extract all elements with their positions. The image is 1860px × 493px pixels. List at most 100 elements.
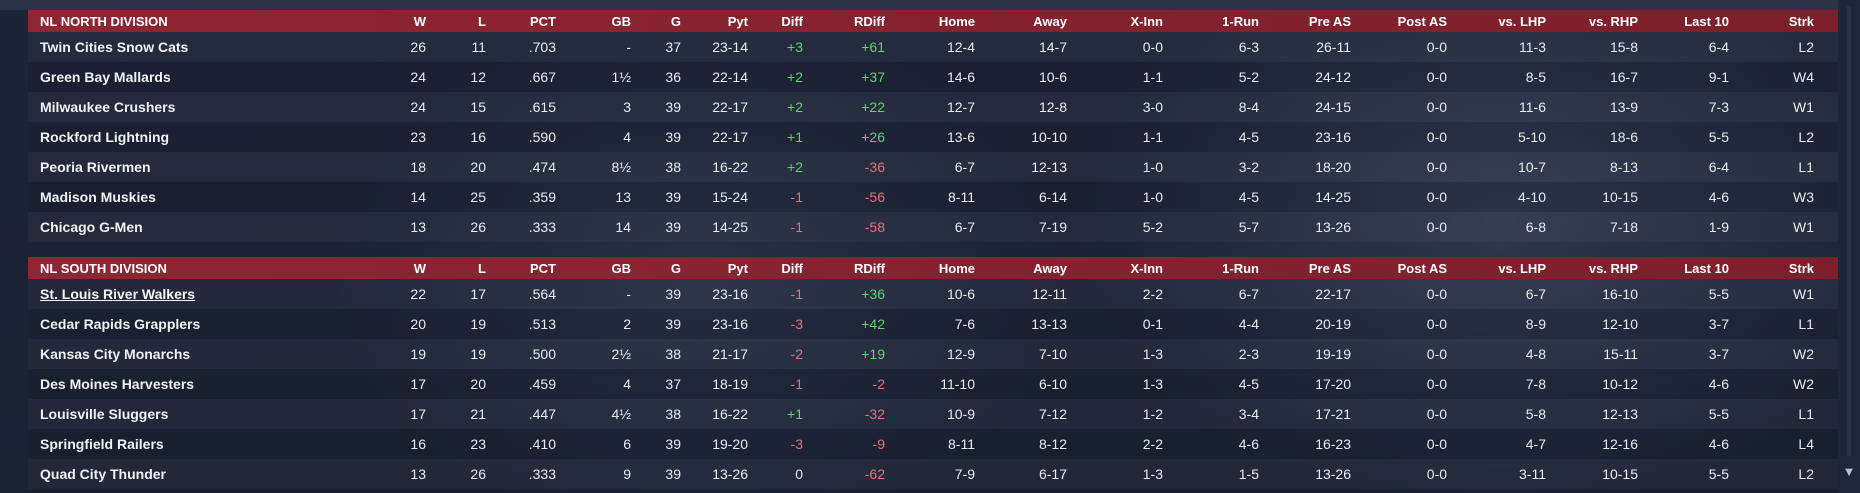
column-header-diff[interactable]: Diff (781, 13, 803, 29)
post-all-star-value: 0-0 (1426, 466, 1447, 482)
column-header-games-back[interactable]: GB (611, 260, 632, 276)
team-row[interactable]: Quad City Thunder 13 26 .333 9 39 13-26 0 -62 7-9… (28, 459, 1860, 489)
away-value: 7-10 (1038, 346, 1067, 362)
team-row[interactable]: Rockford Lightning 23 16 .590 4 39 22-17 +1 +26 1… (28, 122, 1860, 152)
pct-value: .447 (528, 406, 556, 422)
losses-cell: 21 (430, 399, 490, 429)
column-header-vs-lhp[interactable]: vs. LHP (1498, 13, 1546, 29)
team-row[interactable]: St. Louis River Walkers 22 17 .564 - 39 23-16 -… (28, 279, 1860, 309)
column-header-post-all-star[interactable]: Post AS (1397, 13, 1447, 29)
column-header-vs-rhp[interactable]: vs. RHP (1588, 13, 1638, 29)
run-diff-cell: -62 (807, 459, 889, 489)
column-header-away[interactable]: Away (1033, 260, 1067, 276)
column-header-diff[interactable]: Diff (781, 260, 803, 276)
team-name-cell: Kansas City Monarchs (28, 339, 346, 369)
team-row[interactable]: Chicago G-Men 13 26 .333 14 39 14-25 -1 -58 6-7 7-… (28, 212, 1860, 242)
column-header-wins[interactable]: W (413, 260, 426, 276)
column-header-home[interactable]: Home (938, 260, 975, 276)
pct-value: .564 (528, 286, 556, 302)
team-name-cell: Peoria Rivermen (28, 152, 346, 182)
column-header-extra-innings[interactable]: X-Inn (1130, 260, 1164, 276)
team-row[interactable]: Peoria Rivermen 18 20 .474 8½ 38 16-22 +2 -36 6-7… (28, 152, 1860, 182)
team-name[interactable]: Milwaukee Crushers (40, 99, 176, 115)
games-value: 38 (665, 346, 681, 362)
column-header-games-back[interactable]: GB (611, 13, 632, 29)
column-header-last-10[interactable]: Last 10 (1684, 13, 1729, 29)
column-header-streak[interactable]: Strk (1788, 13, 1814, 29)
streak-cell: L2 (1733, 459, 1818, 489)
column-header-one-run[interactable]: 1-Run (1222, 260, 1259, 276)
column-header-pre-all-star[interactable]: Pre AS (1308, 260, 1351, 276)
team-row[interactable]: Green Bay Mallards 24 12 .667 1½ 36 22-14 +2 +37… (28, 62, 1860, 92)
vs-rhp-value: 12-16 (1602, 436, 1638, 452)
team-name[interactable]: Quad City Thunder (40, 466, 166, 482)
team-name[interactable]: Cedar Rapids Grapplers (40, 316, 201, 332)
team-name[interactable]: Rockford Lightning (40, 129, 170, 145)
wins-value: 18 (410, 159, 426, 175)
team-name[interactable]: Green Bay Mallards (40, 69, 171, 85)
column-header-losses[interactable]: L (478, 13, 486, 29)
post-all-star-cell: 0-0 (1355, 429, 1451, 459)
pre-all-star-cell: 22-17 (1263, 279, 1355, 309)
scroll-down-icon[interactable]: ▼ (1842, 464, 1856, 479)
last-10-cell: 9-1 (1642, 62, 1733, 92)
column-header-away[interactable]: Away (1033, 13, 1067, 29)
streak-cell: W1 (1733, 279, 1818, 309)
diff-value: +1 (787, 406, 803, 422)
column-header-wins[interactable]: W (413, 13, 426, 29)
team-name[interactable]: Chicago G-Men (40, 219, 143, 235)
home-cell: 10-9 (889, 399, 979, 429)
column-header-vs-rhp[interactable]: vs. RHP (1588, 260, 1638, 276)
team-name[interactable]: Louisville Sluggers (40, 406, 169, 422)
wins-cell: 14 (346, 182, 430, 212)
one-run-value: 6-7 (1238, 286, 1259, 302)
vs-rhp-value: 16-10 (1602, 286, 1638, 302)
team-row[interactable]: Louisville Sluggers 17 21 .447 4½ 38 16-22 +1 -3… (28, 399, 1860, 429)
column-header-games[interactable]: G (670, 13, 681, 29)
team-row[interactable]: Springfield Railers 16 23 .410 6 39 19-20 -3 -9 8… (28, 429, 1860, 459)
streak-value: W1 (1793, 286, 1814, 302)
column-header-extra-innings[interactable]: X-Inn (1130, 13, 1164, 29)
pct-value: .615 (528, 99, 556, 115)
team-name[interactable]: Peoria Rivermen (40, 159, 151, 175)
scrollbar-track[interactable] (1847, 6, 1851, 456)
team-row[interactable]: Milwaukee Crushers 24 15 .615 3 39 22-17 +2 +22 1… (28, 92, 1860, 122)
home-cell: 8-11 (889, 429, 979, 459)
pct-value: .703 (528, 39, 556, 55)
team-row[interactable]: Cedar Rapids Grapplers 20 19 .513 2 39 23-16 -3… (28, 309, 1860, 339)
losses-cell: 26 (430, 459, 490, 489)
losses-cell: 25 (430, 182, 490, 212)
team-name[interactable]: Twin Cities Snow Cats (40, 39, 189, 55)
team-name[interactable]: Springfield Railers (40, 436, 164, 452)
away-cell: 8-12 (979, 429, 1071, 459)
home-value: 7-9 (954, 466, 975, 482)
team-name[interactable]: Des Moines Harvesters (40, 376, 195, 392)
pythag-value: 23-16 (712, 316, 748, 332)
column-header-pre-all-star[interactable]: Pre AS (1308, 13, 1351, 29)
column-header-run-diff[interactable]: RDiff (853, 13, 885, 29)
team-row[interactable]: Madison Muskies 14 25 .359 13 39 15-24 -1 -56 8-1… (28, 182, 1860, 212)
column-header-losses[interactable]: L (478, 260, 486, 276)
team-name[interactable]: Madison Muskies (40, 189, 156, 205)
column-header-vs-lhp[interactable]: vs. LHP (1498, 260, 1546, 276)
column-header-pythag[interactable]: Pyt (727, 13, 748, 29)
home-value: 11-10 (940, 376, 975, 392)
home-cell: 7-6 (889, 309, 979, 339)
team-name[interactable]: Kansas City Monarchs (40, 346, 191, 362)
column-header-pct[interactable]: PCT (530, 13, 556, 29)
team-row[interactable]: Twin Cities Snow Cats 26 11 .703 - 37 23-14 +3 +… (28, 32, 1860, 62)
column-header-post-all-star[interactable]: Post AS (1397, 260, 1447, 276)
games-back-value: 13 (615, 189, 631, 205)
column-header-pct[interactable]: PCT (530, 260, 556, 276)
column-header-one-run[interactable]: 1-Run (1222, 13, 1259, 29)
team-link[interactable]: St. Louis River Walkers (40, 286, 196, 302)
column-header-run-diff[interactable]: RDiff (853, 260, 885, 276)
vertical-scrollbar[interactable]: ▼ (1838, 0, 1860, 493)
column-header-games[interactable]: G (670, 260, 681, 276)
team-row[interactable]: Des Moines Harvesters 17 20 .459 4 37 18-19 -1 -… (28, 369, 1860, 399)
team-row[interactable]: Kansas City Monarchs 19 19 .500 2½ 38 21-17 -2 +… (28, 339, 1860, 369)
column-header-streak[interactable]: Strk (1788, 260, 1814, 276)
column-header-home[interactable]: Home (938, 13, 975, 29)
column-header-last-10[interactable]: Last 10 (1684, 260, 1729, 276)
column-header-pythag[interactable]: Pyt (727, 260, 748, 276)
